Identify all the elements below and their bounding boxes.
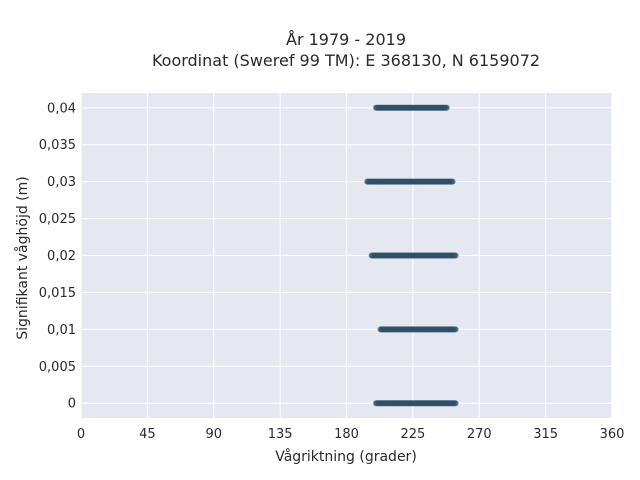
y-tick-label: 0,035 (39, 138, 76, 153)
y-tick-label: 0,03 (47, 175, 76, 190)
grid-horizontal-lines (81, 107, 612, 404)
data-point (452, 400, 459, 407)
x-tick-labels: 0 45 90 135 180 225 270 315 360 (77, 427, 625, 442)
data-points (364, 104, 459, 407)
x-tick-label: 225 (400, 427, 425, 442)
y-axis-label: Signifikant våghöjd (m) (14, 176, 31, 339)
chart-title-line-1: År 1979 - 2019 (286, 30, 406, 49)
y-tick-label: 0,01 (47, 323, 76, 338)
y-tick-label: 0,015 (39, 286, 76, 301)
y-tick-label: 0 (68, 397, 76, 412)
x-tick-label: 360 (600, 427, 625, 442)
data-point (443, 104, 450, 111)
y-tick-label: 0,005 (39, 360, 76, 375)
x-tick-label: 0 (77, 427, 85, 442)
chart-title-line-2: Koordinat (Sweref 99 TM): E 368130, N 61… (152, 51, 540, 70)
y-tick-label: 0,025 (39, 212, 76, 227)
data-point (452, 252, 459, 259)
x-tick-label: 270 (467, 427, 492, 442)
x-tick-label: 135 (268, 427, 293, 442)
x-tick-label: 45 (139, 427, 156, 442)
x-tick-label: 315 (533, 427, 558, 442)
x-axis-label: Vågriktning (grader) (275, 448, 417, 465)
y-tick-label: 0,02 (47, 249, 76, 264)
data-point (452, 326, 459, 333)
x-tick-label: 180 (334, 427, 359, 442)
data-point (449, 178, 456, 185)
y-tick-label: 0,04 (47, 101, 76, 116)
x-tick-label: 90 (205, 427, 222, 442)
y-tick-labels: 0 0,005 0,01 0,015 0,02 0,025 0,03 0,035 0,04 (39, 101, 76, 411)
